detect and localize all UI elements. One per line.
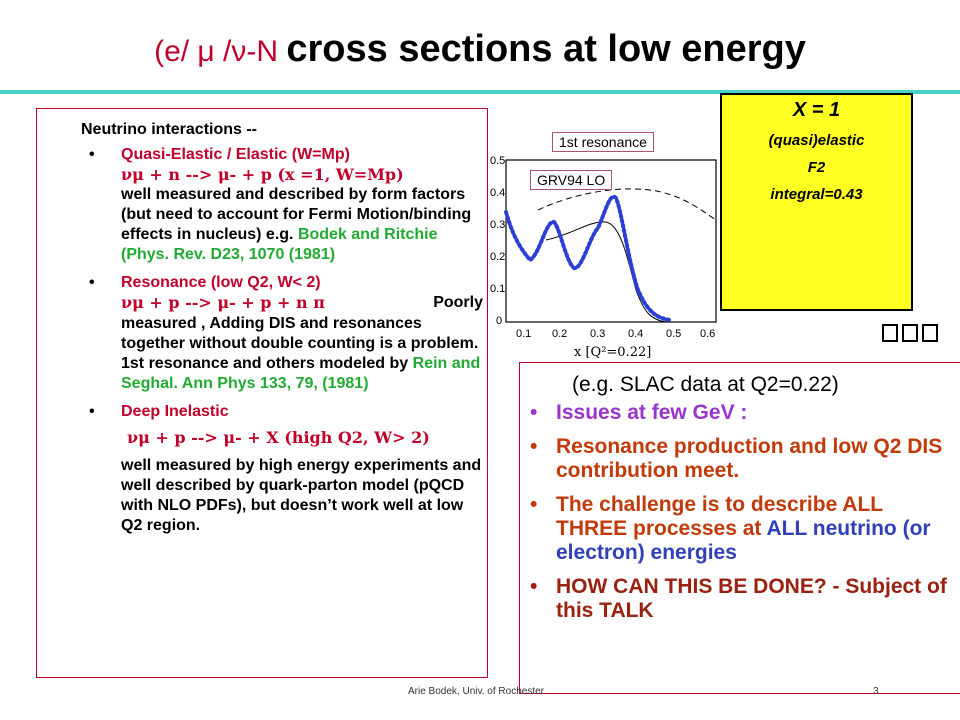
callout-x-value: X = 1 <box>792 99 841 121</box>
bullet-icon: • <box>530 493 538 516</box>
x-tick-label: 0.5 <box>666 328 681 340</box>
x-tick-label: 0.1 <box>516 328 531 340</box>
bullet-icon: • <box>530 575 538 598</box>
placeholder-glyphs <box>882 322 942 348</box>
y-tick-label: 0.5 <box>490 155 505 167</box>
grv94-label: GRV94 LO <box>530 170 613 190</box>
item-title: Deep Inelastic <box>121 403 229 420</box>
plot-svg: 0.5 0.4 0.3 0.2 0.1 0 0.1 0.2 0.3 0.4 0.… <box>490 155 717 360</box>
y-tick-label: 0.4 <box>490 187 505 199</box>
x-tick-label: 0.6 <box>700 328 715 340</box>
bullet-icon: • <box>89 146 95 163</box>
issues-item: • Resonance production and low Q2 DIS co… <box>530 435 943 482</box>
list-item-deep-inelastic: • Deep Inelastic νμ + p --> μ- + X (high… <box>75 402 483 536</box>
issues-item: • HOW CAN THIS BE DONE? - Subject of thi… <box>530 575 947 622</box>
resonance-solid-curve <box>545 221 667 323</box>
page-number: 3 <box>873 686 879 697</box>
panel-heading: Neutrino interactions -- <box>81 121 258 138</box>
square-glyph-icon <box>902 324 918 342</box>
interaction-list: • Quasi-Elastic / Elastic (W=Mp) νμ + n … <box>75 145 483 544</box>
data-points-curve <box>504 194 672 322</box>
slide-title: (e/ μ /ν-N cross sections at low energy <box>0 28 960 71</box>
y-tick-label: 0.1 <box>490 283 505 295</box>
grv94-dashed-curve <box>537 188 717 221</box>
item-title: Resonance (low Q2, W< 2) <box>121 274 321 291</box>
footer-author: Arie Bodek, Univ. of Rochester <box>408 686 544 697</box>
plot-frame <box>505 159 717 323</box>
issues-list: • Issues at few GeV : • Resonance produc… <box>530 401 955 633</box>
reaction-equation: νμ + p --> μ- + p + n π <box>121 293 325 312</box>
reference-link: Bodek and Ritchie <box>297 226 438 243</box>
first-resonance-label: 1st resonance <box>552 132 654 152</box>
bullet-icon: • <box>89 274 95 291</box>
panel-subtitle: (e.g. SLAC data at Q2=0.22) <box>572 373 839 396</box>
x-tick-label: 0.4 <box>628 328 643 340</box>
issues-panel: (e.g. SLAC data at Q2=0.22) • Issues at … <box>519 362 960 694</box>
title-rule <box>0 90 960 94</box>
x-tick-label: 0.2 <box>552 328 567 340</box>
y-tick-label: 0.3 <box>490 219 505 231</box>
issues-item: • The challenge is to describe ALL THREE… <box>530 493 931 564</box>
neutrino-interactions-panel: Neutrino interactions -- • Quasi-Elastic… <box>36 108 488 678</box>
square-glyph-icon <box>922 324 938 342</box>
reaction-equation: νμ + n --> μ- + p (x =1, W=Mp) <box>121 165 404 184</box>
item-title: Quasi-Elastic / Elastic (W=Mp) <box>121 146 350 163</box>
reference-citation: Rein and Seghal. Ann Phys 133, 79, (1981… <box>121 355 481 392</box>
item-note: Poorly <box>433 294 483 311</box>
title-prefix: (e/ μ /ν-N <box>154 35 287 68</box>
y-tick-label: 0.2 <box>490 251 505 263</box>
reference-citation: (Phys. Rev. D23, 1070 (1981) <box>121 246 336 263</box>
callout-integral: integral=0.43 <box>770 186 863 203</box>
callout-type: (quasi)elastic <box>768 132 865 149</box>
x-tick-label: 0.3 <box>590 328 605 340</box>
y-tick-label: 0 <box>496 315 502 327</box>
square-glyph-icon <box>882 324 898 342</box>
reaction-equation: νμ + p --> μ- + X (high Q2, W> 2) <box>127 428 430 447</box>
quasielastic-callout: X = 1 (quasi)elastic F2 integral=0.43 <box>720 93 913 311</box>
list-item-quasi-elastic: • Quasi-Elastic / Elastic (W=Mp) νμ + n … <box>75 145 483 265</box>
item-description: measured , Adding DIS and resonances tog… <box>121 315 479 372</box>
title-main: cross sections at low energy <box>286 28 806 70</box>
callout-f2: F2 <box>807 159 826 176</box>
item-description: well measured by high energy experiments… <box>121 457 482 534</box>
item-description: well measured and described by form fact… <box>121 186 472 243</box>
bullet-icon: • <box>530 435 538 458</box>
bullet-icon: • <box>530 401 538 424</box>
f2-plot: 0.5 0.4 0.3 0.2 0.1 0 0.1 0.2 0.3 0.4 0.… <box>486 132 726 360</box>
issues-item: • Issues at few GeV : <box>530 401 748 424</box>
list-item-resonance: • Resonance (low Q2, W< 2) νμ + p --> μ-… <box>75 273 483 394</box>
bullet-icon: • <box>89 403 95 420</box>
x-axis-label: x [Q²=0.22] <box>574 345 651 360</box>
